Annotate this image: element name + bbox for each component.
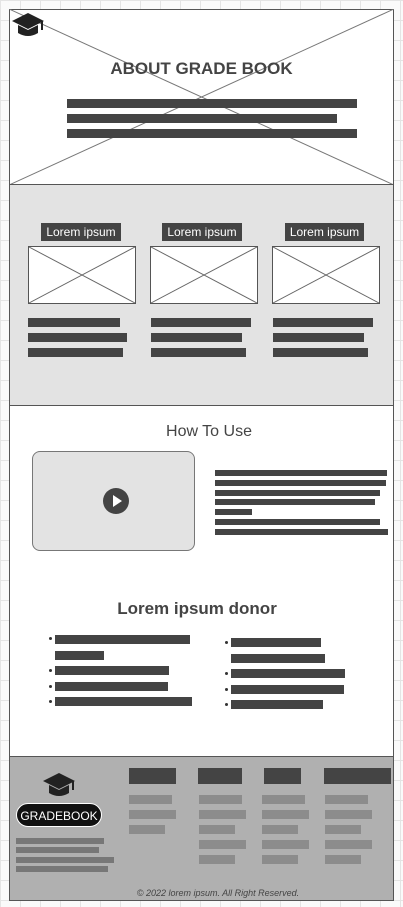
card-image: [150, 246, 258, 304]
donor-list-item-line: [231, 669, 345, 678]
card-label: Lorem ipsum: [285, 223, 364, 241]
how-to-text-line: [215, 499, 375, 505]
footer-link[interactable]: [262, 825, 298, 834]
footer-column-heading: [198, 768, 242, 784]
bullet: [225, 688, 228, 691]
bullet: [49, 637, 52, 640]
bullet: [225, 672, 228, 675]
footer-column-heading: [129, 768, 176, 784]
footer-link[interactable]: [325, 840, 372, 849]
footer-text-line: [16, 857, 114, 863]
card-text-line: [28, 318, 120, 327]
hero-title: ABOUT GRADE BOOK: [110, 59, 293, 78]
donor-list-item-line: [55, 666, 169, 675]
footer-text-line: [16, 847, 99, 853]
card-text-line: [28, 333, 127, 342]
card-text-line: [273, 318, 373, 327]
bullet: [225, 703, 228, 706]
bullet: [49, 685, 52, 688]
donor-heading: Lorem ipsum donor: [117, 599, 277, 618]
card-text-line: [273, 333, 364, 342]
card-label: Lorem ipsum: [41, 223, 121, 241]
graduation-cap-icon: [42, 772, 76, 800]
card-text-line: [273, 348, 368, 357]
footer-link[interactable]: [325, 795, 368, 804]
card-label: Lorem ipsum: [162, 223, 242, 241]
card-image: [272, 246, 380, 304]
footer-link[interactable]: [129, 795, 172, 804]
donor-list-item-line: [55, 651, 104, 660]
graduation-cap-icon[interactable]: [11, 12, 45, 40]
footer-link[interactable]: [325, 825, 361, 834]
footer-link[interactable]: [199, 825, 235, 834]
footer-link[interactable]: [129, 825, 165, 834]
video-player[interactable]: [32, 451, 195, 551]
footer-text-line: [16, 866, 108, 872]
how-to-text-line: [215, 480, 386, 486]
play-icon[interactable]: [103, 488, 129, 514]
how-to-text-line: [215, 529, 388, 535]
card-text-line: [151, 333, 242, 342]
donor-list-item-line: [231, 638, 321, 647]
footer-link[interactable]: [199, 795, 242, 804]
footer-link[interactable]: [325, 810, 372, 819]
how-to-use-heading: How To Use: [166, 423, 252, 440]
footer-link[interactable]: [325, 855, 361, 864]
footer-link[interactable]: [199, 840, 246, 849]
bullet: [49, 669, 52, 672]
how-to-text-line: [215, 490, 380, 496]
footer-link[interactable]: [199, 855, 235, 864]
donor-list-item-line: [55, 682, 168, 691]
bullet: [225, 641, 228, 644]
hero-placeholder-image: [9, 9, 394, 185]
how-to-text-line: [215, 470, 387, 476]
donor-list-item-line: [55, 697, 192, 706]
footer-link[interactable]: [262, 855, 298, 864]
card-text-line: [151, 348, 246, 357]
hero-text-line: [67, 114, 337, 123]
copyright-text: © 2022 lorem ipsum. All Right Reserved.: [136, 888, 300, 898]
card-text-line: [151, 318, 251, 327]
hero-text-line: [67, 129, 357, 138]
how-to-text-line: [215, 519, 380, 525]
footer-text-line: [16, 838, 104, 844]
donor-list-item-line: [231, 654, 325, 663]
card-text-line: [28, 348, 123, 357]
how-to-text-line: [215, 509, 252, 515]
footer-brand-button[interactable]: GRADEBOOK: [16, 803, 102, 827]
donor-list-item-line: [55, 635, 190, 644]
footer-column-heading: [264, 768, 301, 784]
footer-column-heading: [324, 768, 391, 784]
donor-list-item-line: [231, 700, 323, 709]
hero-section: [9, 9, 394, 185]
footer-link[interactable]: [262, 840, 309, 849]
footer-link[interactable]: [199, 810, 246, 819]
hero-text-line: [67, 99, 357, 108]
card-image: [28, 246, 136, 304]
bullet: [49, 700, 52, 703]
footer-link[interactable]: [262, 795, 305, 804]
footer-link[interactable]: [129, 810, 176, 819]
footer-link[interactable]: [262, 810, 309, 819]
donor-list-item-line: [231, 685, 344, 694]
